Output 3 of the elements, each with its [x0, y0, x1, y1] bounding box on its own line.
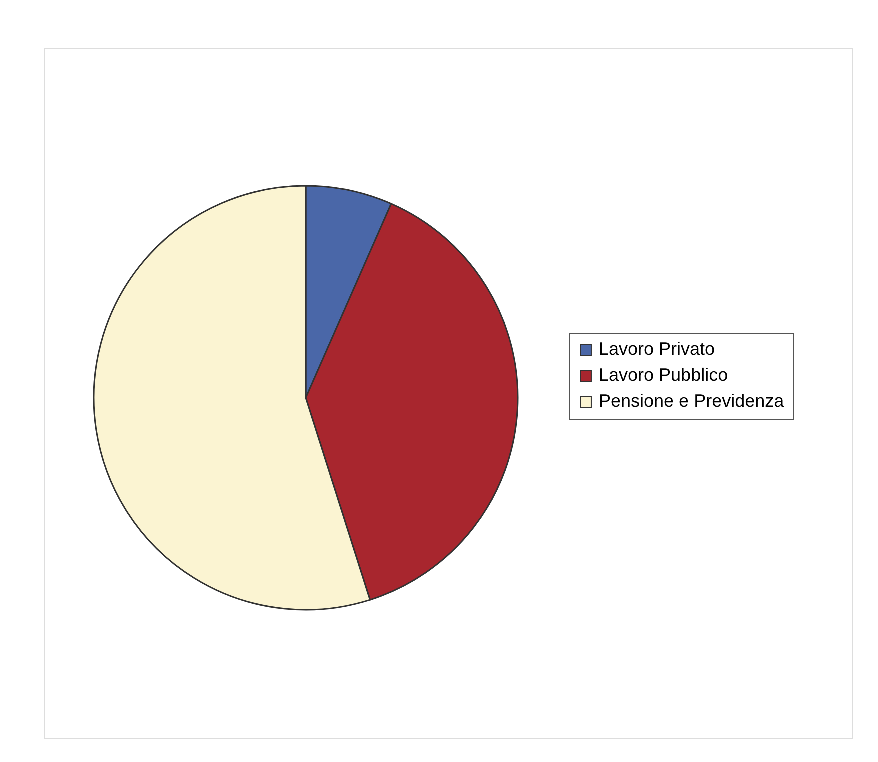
legend-label: Lavoro Privato — [599, 339, 716, 359]
legend-label: Lavoro Pubblico — [599, 365, 728, 385]
legend-label: Pensione e Previdenza — [599, 391, 786, 411]
